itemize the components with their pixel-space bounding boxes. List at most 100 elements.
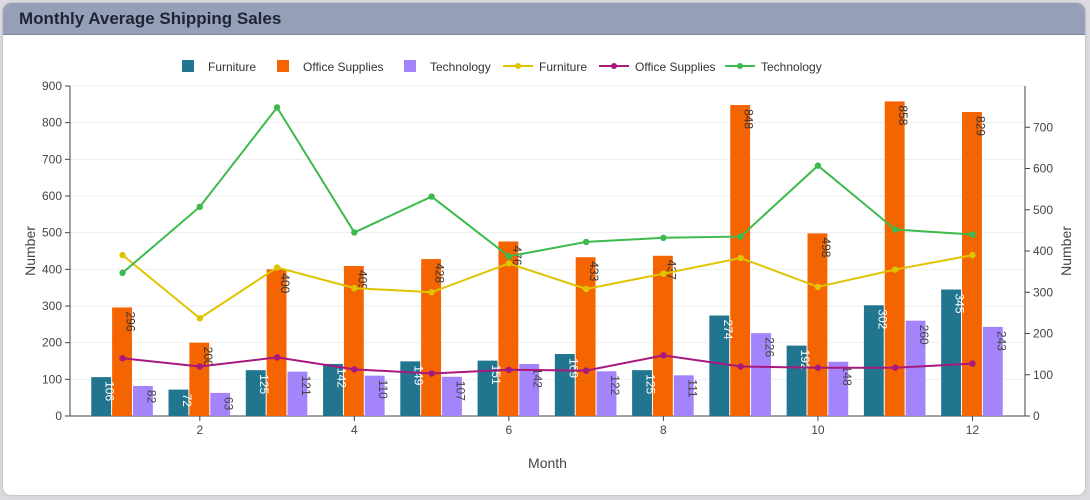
line-point (119, 251, 126, 259)
y-tick-label: 500 (42, 226, 62, 240)
bar-label: 345 (953, 294, 967, 314)
line-point (814, 162, 822, 169)
bar-label: 72 (180, 394, 194, 408)
y-tick-label: 800 (42, 116, 62, 130)
bar-label: 169 (566, 358, 580, 378)
y2-tick-label: 500 (1033, 203, 1053, 217)
series-line (122, 354, 973, 375)
line-point (814, 283, 822, 291)
bar (421, 259, 442, 416)
line-point (660, 352, 667, 359)
line-point (582, 285, 590, 293)
bar-label: 122 (608, 375, 622, 395)
bar-label: 260 (917, 325, 931, 345)
line-point (119, 269, 126, 277)
x-tick-label: 6 (506, 423, 513, 437)
bar (498, 241, 519, 416)
bar (287, 371, 308, 416)
y-tick-label: 900 (42, 79, 62, 93)
bar-label: 200 (201, 347, 215, 367)
x-axis-title: Month (528, 455, 567, 471)
y-tick-label: 100 (42, 372, 62, 386)
bar-label: 243 (994, 331, 1008, 351)
bar-label: 63 (222, 397, 236, 411)
bar-label: 107 (453, 381, 467, 401)
bar (210, 392, 231, 416)
bar (364, 375, 385, 416)
bar-label: 125 (644, 374, 658, 394)
bar-label: 296 (124, 311, 138, 331)
legend: Furniture Office Supplies Technology Furnit… (182, 60, 822, 74)
line-point (351, 366, 358, 373)
bar (575, 257, 596, 416)
x-tick-label: 4 (351, 423, 358, 437)
line-point (196, 203, 204, 211)
lines (119, 104, 976, 377)
bar-label: 437 (664, 260, 678, 280)
bar (132, 385, 153, 416)
bar-label: 848 (742, 109, 756, 129)
line-point (737, 363, 744, 370)
line-point (814, 364, 822, 371)
bar-label: 409 (355, 270, 369, 290)
bar (168, 389, 189, 416)
line-point (891, 266, 899, 273)
bar (245, 370, 266, 416)
x-tick-label: 2 (196, 423, 203, 437)
legend-label: Technology (761, 60, 822, 74)
legend-label: Office Supplies (635, 60, 716, 74)
bar (709, 315, 730, 416)
line-point (969, 231, 976, 238)
legend-label: Office Supplies (303, 60, 384, 74)
line-point (660, 234, 667, 241)
bar (477, 360, 498, 416)
axes: 0 100 200 300 400 500 600 700 800 900 0 100 200 300 40… (22, 79, 1074, 471)
bar (751, 333, 771, 416)
line-point (505, 253, 513, 260)
line-point (737, 254, 744, 262)
bar-label: 858 (896, 105, 910, 125)
bar-label: 498 (819, 237, 833, 257)
bar-label: 110 (376, 380, 390, 399)
series-line (121, 254, 973, 320)
card-header: Monthly Average Shipping Sales (3, 3, 1085, 35)
line-point (737, 233, 744, 240)
legend-label: Furniture (208, 60, 256, 74)
y2-tick-label: 300 (1033, 285, 1053, 299)
line-point (969, 251, 976, 259)
bar-label: 125 (257, 374, 271, 394)
legend-marker (515, 63, 521, 69)
bar-label: 106 (103, 381, 117, 401)
bar-label: 142 (531, 368, 545, 388)
bar-label: 400 (278, 273, 292, 293)
bar (962, 112, 982, 417)
line-point (891, 226, 899, 233)
bar-label: 302 (875, 309, 889, 329)
line-point (969, 360, 976, 367)
legend-marker (611, 63, 617, 69)
bar (400, 361, 421, 416)
legend-swatch (182, 60, 194, 72)
bar-label: 433 (587, 261, 601, 281)
bar-label: 82 (144, 390, 158, 404)
bar-label: 192 (798, 350, 812, 370)
bar-label: 121 (299, 376, 313, 396)
line-point (660, 270, 667, 277)
card-title: Monthly Average Shipping Sales (19, 9, 282, 28)
line-point (196, 315, 204, 322)
line-point (273, 104, 281, 111)
bar (343, 266, 364, 416)
bars (91, 101, 1003, 417)
y-tick-label: 400 (42, 262, 62, 276)
line-point (582, 367, 590, 374)
series-line (121, 105, 973, 274)
line-point (505, 366, 513, 373)
x-tick-label: 10 (811, 423, 825, 437)
line-point (351, 229, 358, 236)
x-tick-label: 8 (660, 423, 667, 437)
legend-label: Technology (430, 60, 491, 74)
chart-card: Monthly Average Shipping Sales 0 100 200 30… (3, 3, 1085, 495)
chart-canvas: 0 100 200 300 400 500 600 700 800 900 0 100 200 300 40… (22, 60, 1074, 471)
bar (863, 305, 884, 416)
y-axis-title: Number (22, 226, 38, 276)
